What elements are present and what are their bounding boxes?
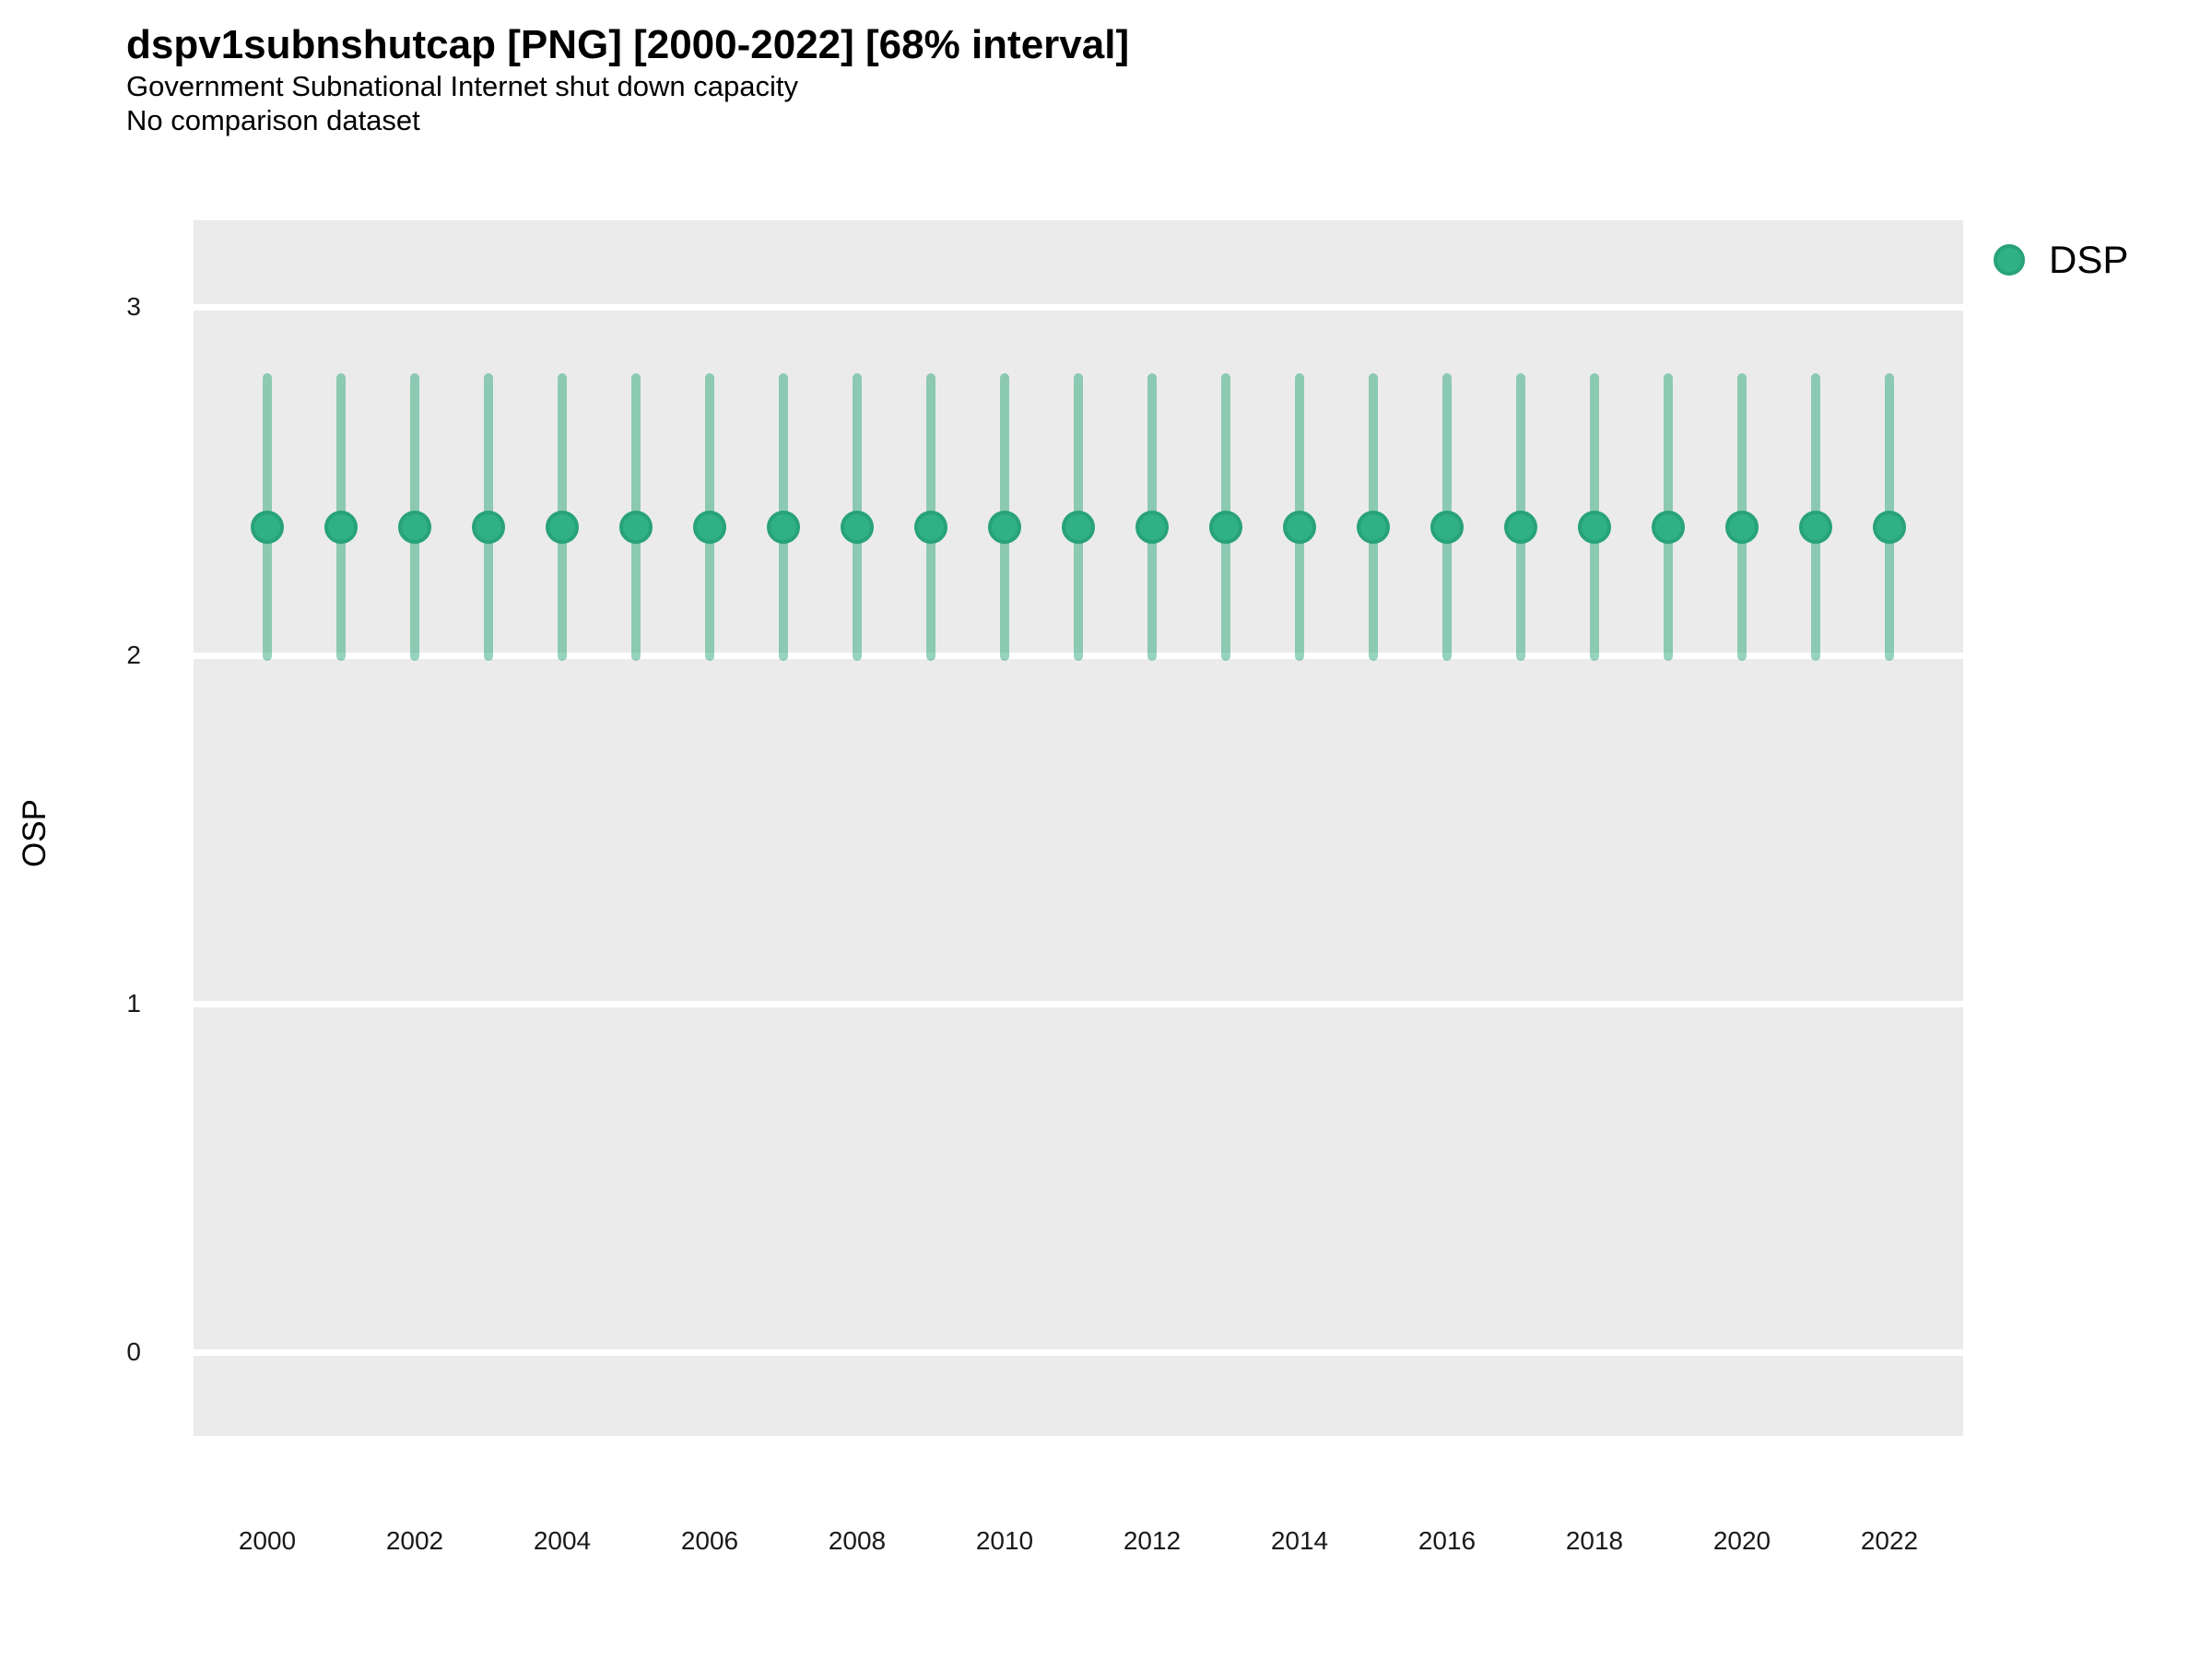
chart-subtitle: Government Subnational Internet shut dow… bbox=[126, 70, 798, 102]
point-estimate-2012 bbox=[1135, 510, 1169, 544]
gridline-y-3 bbox=[194, 303, 1963, 311]
point-estimate-2016 bbox=[1430, 510, 1464, 544]
gridline-y-0 bbox=[194, 1348, 1963, 1356]
y-tick-label: 1 bbox=[126, 989, 141, 1018]
point-estimate-2019 bbox=[1652, 510, 1685, 544]
x-tick-label: 2014 bbox=[1270, 1526, 1329, 1555]
legend-marker-circle-icon bbox=[1994, 244, 2025, 276]
x-tick-label: 2018 bbox=[1565, 1526, 1624, 1555]
point-estimate-2017 bbox=[1504, 510, 1537, 544]
point-estimate-2018 bbox=[1578, 510, 1611, 544]
point-estimate-2021 bbox=[1799, 510, 1832, 544]
x-tick-label: 2002 bbox=[385, 1526, 444, 1555]
y-axis-title: OSP bbox=[17, 799, 53, 867]
gridline-y-1 bbox=[194, 1000, 1963, 1007]
point-estimate-2010 bbox=[988, 510, 1021, 544]
point-estimate-2020 bbox=[1725, 510, 1759, 544]
point-estimate-2009 bbox=[914, 510, 947, 544]
y-tick-label: 3 bbox=[126, 292, 141, 322]
x-tick-label: 2004 bbox=[533, 1526, 592, 1555]
x-tick-label: 2020 bbox=[1712, 1526, 1771, 1555]
chart-title: dspv1subnshutcap [PNG] [2000-2022] [68% … bbox=[126, 22, 1130, 67]
point-estimate-2022 bbox=[1873, 510, 1906, 544]
point-estimate-2015 bbox=[1357, 510, 1390, 544]
point-estimate-2003 bbox=[472, 510, 505, 544]
point-estimate-2014 bbox=[1283, 510, 1316, 544]
point-estimate-2002 bbox=[398, 510, 431, 544]
x-tick-label: 2010 bbox=[975, 1526, 1034, 1555]
x-tick-label: 2000 bbox=[238, 1526, 297, 1555]
point-estimate-2006 bbox=[693, 510, 726, 544]
y-tick-label: 2 bbox=[126, 641, 141, 670]
point-estimate-2013 bbox=[1209, 510, 1242, 544]
point-estimate-2007 bbox=[767, 510, 800, 544]
x-tick-label: 2012 bbox=[1123, 1526, 1182, 1555]
point-estimate-2000 bbox=[251, 510, 284, 544]
point-estimate-2008 bbox=[841, 510, 874, 544]
point-estimate-2001 bbox=[324, 510, 358, 544]
legend: DSP bbox=[1994, 238, 2128, 282]
point-estimate-2005 bbox=[619, 510, 653, 544]
legend-label: DSP bbox=[2049, 238, 2129, 281]
x-tick-label: 2016 bbox=[1418, 1526, 1477, 1555]
point-estimate-2011 bbox=[1062, 510, 1095, 544]
chart-subtitle-secondary: No comparison dataset bbox=[126, 104, 420, 136]
y-tick-label: 0 bbox=[126, 1337, 141, 1367]
point-estimate-2004 bbox=[546, 510, 579, 544]
x-tick-label: 2022 bbox=[1860, 1526, 1919, 1555]
x-tick-label: 2008 bbox=[828, 1526, 887, 1555]
x-tick-label: 2006 bbox=[680, 1526, 739, 1555]
